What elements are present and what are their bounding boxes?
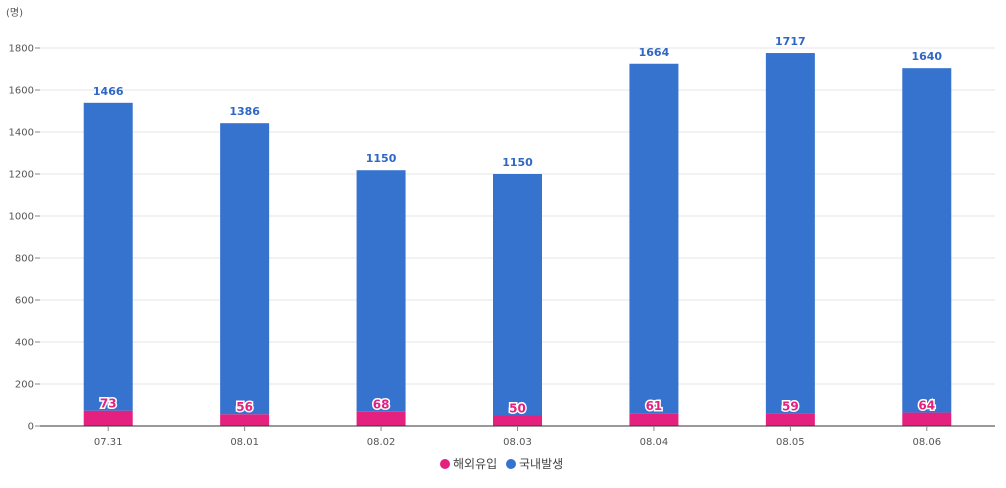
data-label-overseas: 73 bbox=[100, 397, 117, 411]
x-tick-label: 08.05 bbox=[776, 437, 805, 448]
legend-marker bbox=[506, 459, 516, 469]
y-tick-label: 1800 bbox=[9, 44, 34, 55]
x-axis-ticks: 07.31 08.01 08.02 08.03 08.04 08.05 08.06 bbox=[94, 426, 941, 448]
bar-overseas bbox=[356, 411, 406, 426]
y-tick-label: 1200 bbox=[9, 170, 34, 181]
x-tick-label: 08.02 bbox=[367, 437, 396, 448]
bar-overseas bbox=[83, 410, 133, 426]
x-tick-label: 08.06 bbox=[912, 437, 941, 448]
y-axis-ticks: 0 200 400 600 800 1000 1200 1400 1600 1800 bbox=[9, 44, 40, 433]
y-tick-label: 1400 bbox=[9, 128, 34, 139]
bar-domestic bbox=[356, 170, 406, 412]
y-tick-label: 600 bbox=[15, 296, 34, 307]
data-label-overseas: 50 bbox=[509, 402, 526, 416]
bar-domestic bbox=[629, 63, 679, 414]
data-label-domestic: 1150 bbox=[502, 156, 533, 169]
x-tick-label: 08.04 bbox=[640, 437, 669, 448]
data-label-domestic: 1664 bbox=[639, 46, 670, 59]
data-labels: 1466 73 1386 56 1150 68 1150 50 1664 61 1717 59 1640… bbox=[93, 35, 943, 417]
bar-domestic bbox=[83, 102, 133, 411]
y-tick-label: 400 bbox=[15, 338, 34, 349]
data-label-overseas: 61 bbox=[646, 399, 663, 413]
data-label-domestic: 1640 bbox=[911, 50, 942, 63]
bars bbox=[83, 53, 952, 426]
data-label-domestic: 1150 bbox=[366, 152, 397, 165]
x-tick-label: 07.31 bbox=[94, 437, 123, 448]
legend-label: 해외유입 bbox=[453, 457, 497, 471]
bar-domestic bbox=[902, 68, 952, 413]
y-tick-label: 1000 bbox=[9, 212, 34, 223]
legend-marker bbox=[440, 459, 450, 469]
bar-overseas bbox=[220, 414, 270, 426]
data-label-overseas: 59 bbox=[782, 400, 799, 414]
y-axis-unit-label: (명) bbox=[6, 7, 23, 19]
bar-domestic bbox=[493, 174, 542, 416]
data-label-domestic: 1386 bbox=[229, 105, 260, 118]
y-tick-label: 200 bbox=[15, 380, 34, 391]
y-tick-label: 0 bbox=[28, 422, 34, 433]
x-tick-label: 08.03 bbox=[503, 437, 532, 448]
data-label-overseas: 64 bbox=[918, 399, 935, 413]
bar-overseas bbox=[493, 415, 542, 426]
data-label-domestic: 1717 bbox=[775, 35, 806, 48]
y-tick-label: 1600 bbox=[9, 86, 34, 97]
data-label-domestic: 1466 bbox=[93, 85, 124, 98]
legend: 해외유입 국내발생 bbox=[440, 457, 563, 471]
x-tick-label: 08.01 bbox=[230, 437, 259, 448]
bar-overseas bbox=[629, 413, 679, 426]
bar-overseas bbox=[765, 413, 815, 426]
y-tick-label: 800 bbox=[15, 254, 34, 265]
data-label-overseas: 56 bbox=[236, 400, 253, 414]
data-label-overseas: 68 bbox=[373, 398, 390, 412]
bar-domestic bbox=[765, 53, 815, 414]
bar-domestic bbox=[220, 123, 270, 415]
bar-overseas bbox=[902, 412, 952, 426]
legend-label: 국내발생 bbox=[519, 457, 563, 471]
